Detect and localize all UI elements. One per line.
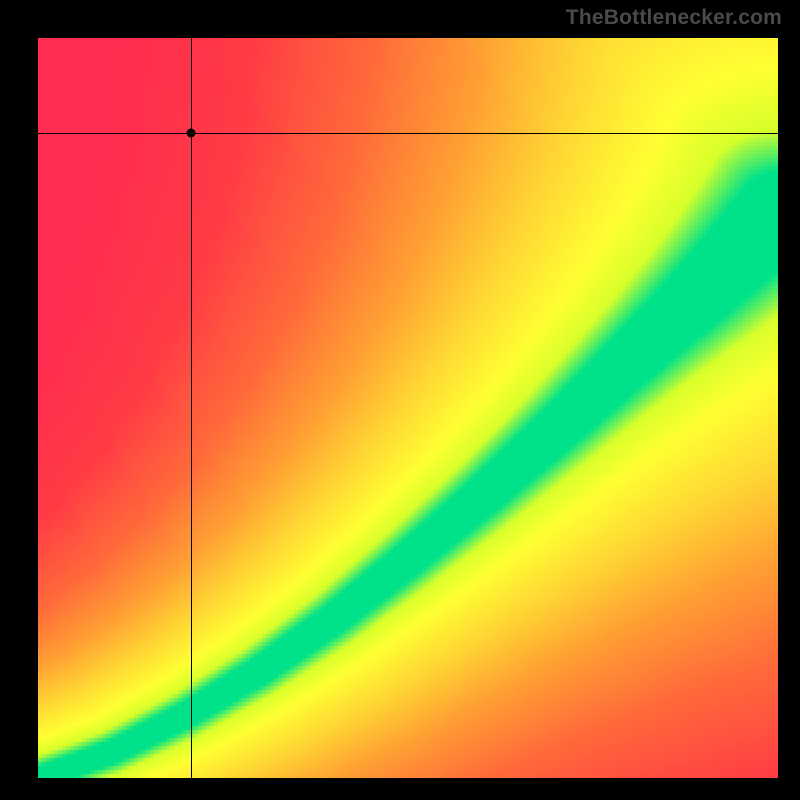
crosshair-dot [187,129,196,138]
crosshair-vertical [191,38,192,778]
heatmap-canvas [38,38,778,778]
watermark-text: TheBottlenecker.com [566,6,782,30]
heatmap-plot [38,38,778,778]
crosshair-horizontal [38,133,778,134]
